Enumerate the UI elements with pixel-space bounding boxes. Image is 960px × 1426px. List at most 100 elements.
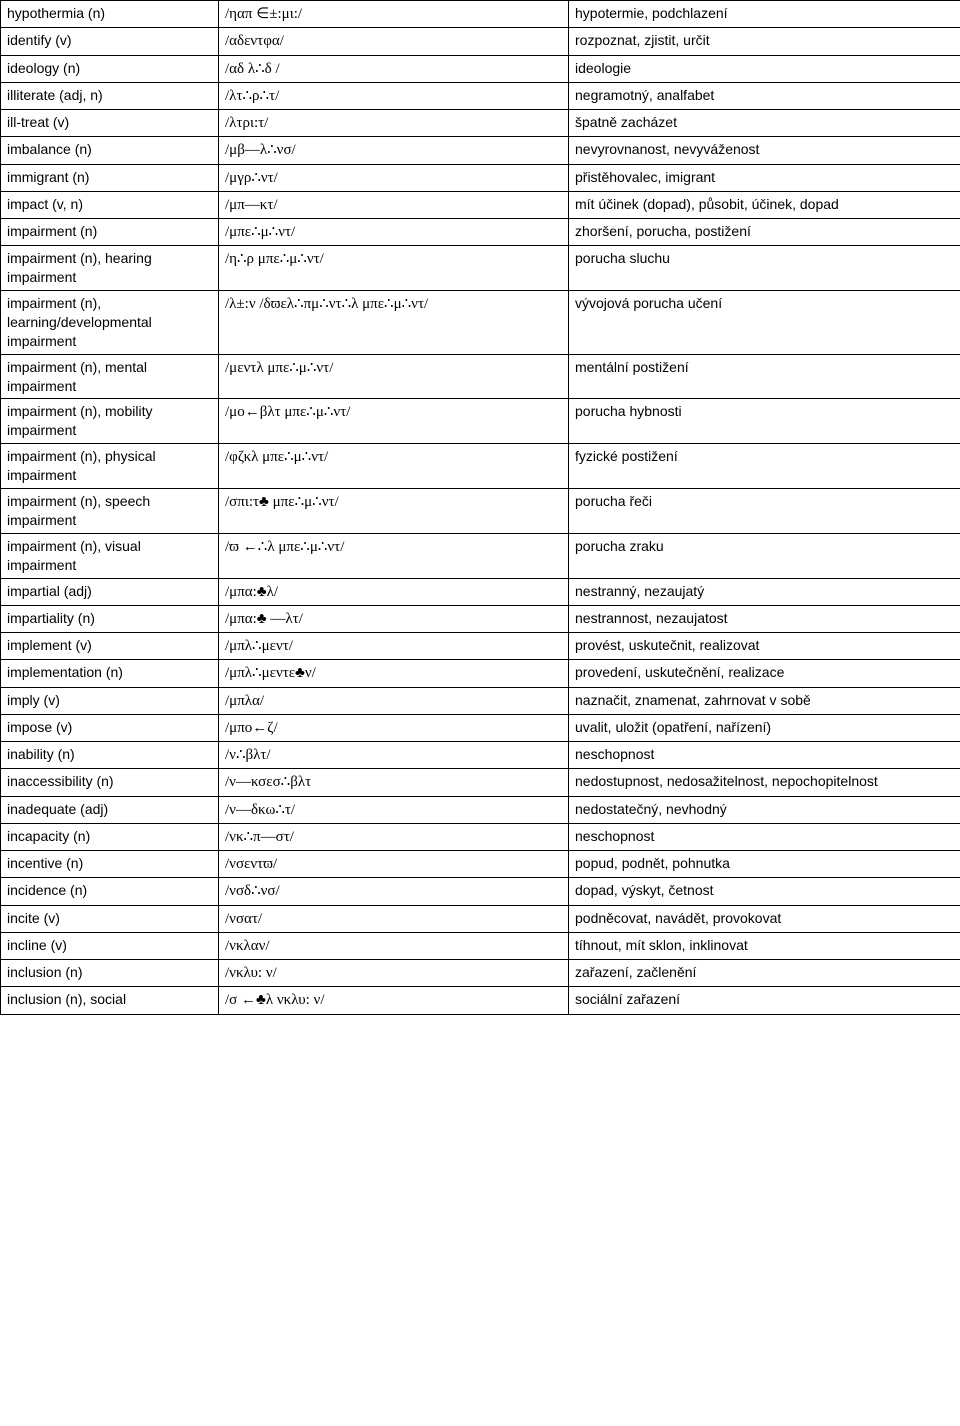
table-row: impairment (n), physical impairment/φζκλ… [1, 444, 960, 489]
translation-cell: dopad, výskyt, četnost [569, 878, 960, 905]
term-cell: impartiality (n) [1, 605, 219, 632]
translation-cell: zařazení, začlenění [569, 960, 960, 987]
translation-cell: provést, uskutečnit, realizovat [569, 633, 960, 660]
table-row: impairment (n), learning/developmental i… [1, 291, 960, 355]
table-row: ideology (n)/αδ λ∴δ /ideologie [1, 55, 960, 82]
term-cell: hypothermia (n) [1, 1, 219, 28]
ipa-cell: /ν∴βλτ/ [219, 742, 569, 769]
ipa-cell: /μο←βλτ μπε∴μ∴ντ/ [219, 399, 569, 444]
translation-cell: nevyrovnanost, nevyváženost [569, 137, 960, 164]
table-row: incline (v)/νκλαν/tíhnout, mít sklon, in… [1, 932, 960, 959]
ipa-cell: /μπα:♣ —λτ/ [219, 605, 569, 632]
translation-cell: zhoršení, porucha, postižení [569, 219, 960, 246]
translation-cell: špatně zacházet [569, 110, 960, 137]
table-row: impartial (adj)/μπα:♣λ/nestranný, nezauj… [1, 578, 960, 605]
table-row: ill-treat (v)/λτρι:τ/špatně zacházet [1, 110, 960, 137]
ipa-cell: /λτ∴ρ∴τ/ [219, 82, 569, 109]
term-cell: inclusion (n) [1, 960, 219, 987]
term-cell: incite (v) [1, 905, 219, 932]
ipa-cell: /φζκλ μπε∴μ∴ντ/ [219, 444, 569, 489]
term-cell: incline (v) [1, 932, 219, 959]
ipa-cell: /νσατ/ [219, 905, 569, 932]
translation-cell: provedení, uskutečnění, realizace [569, 660, 960, 687]
term-cell: impairment (n) [1, 219, 219, 246]
translation-cell: nedostupnost, nedosažitelnost, nepochopi… [569, 769, 960, 796]
translation-cell: naznačit, znamenat, zahrnovat v sobě [569, 687, 960, 714]
translation-cell: přistěhovalec, imigrant [569, 164, 960, 191]
translation-cell: sociální zařazení [569, 987, 960, 1014]
term-cell: inclusion (n), social [1, 987, 219, 1014]
ipa-cell: /ηαπ ∈±:μι:/ [219, 1, 569, 28]
term-cell: implement (v) [1, 633, 219, 660]
translation-cell: neschopnost [569, 823, 960, 850]
table-row: incapacity (n)/νκ∴π—στ/neschopnost [1, 823, 960, 850]
ipa-cell: /σ ←♣λ νκλυ: ν/ [219, 987, 569, 1014]
table-row: incite (v)/νσατ/podněcovat, navádět, pro… [1, 905, 960, 932]
ipa-cell: /αδεντφα/ [219, 28, 569, 55]
translation-cell: neschopnost [569, 742, 960, 769]
ipa-cell: /ν—δκω∴τ/ [219, 796, 569, 823]
translation-cell: negramotný, analfabet [569, 82, 960, 109]
ipa-cell: /λτρι:τ/ [219, 110, 569, 137]
table-row: impairment (n)/μπε∴μ∴ντ/zhoršení, poruch… [1, 219, 960, 246]
term-cell: ill-treat (v) [1, 110, 219, 137]
table-row: impairment (n), speech impairment/σπι:τ♣… [1, 489, 960, 534]
ipa-cell: /νκλαν/ [219, 932, 569, 959]
term-cell: inaccessibility (n) [1, 769, 219, 796]
term-cell: impairment (n), visual impairment [1, 533, 219, 578]
ipa-cell: /νκλυ: ν/ [219, 960, 569, 987]
term-cell: impose (v) [1, 714, 219, 741]
translation-cell: mentální postižení [569, 354, 960, 399]
ipa-cell: /μεντλ μπε∴μ∴ντ/ [219, 354, 569, 399]
ipa-cell: /μπε∴μ∴ντ/ [219, 219, 569, 246]
ipa-cell: /μπα:♣λ/ [219, 578, 569, 605]
table-row: impact (v, n)/μπ—κτ/mít účinek (dopad), … [1, 191, 960, 218]
term-cell: illiterate (adj, n) [1, 82, 219, 109]
translation-cell: porucha hybnosti [569, 399, 960, 444]
table-row: implement (v)/μπλ∴μεντ/provést, uskutečn… [1, 633, 960, 660]
term-cell: inadequate (adj) [1, 796, 219, 823]
translation-cell: nestrannost, nezaujatost [569, 605, 960, 632]
ipa-cell: /ν—κσεσ∴βλτ [219, 769, 569, 796]
term-cell: implementation (n) [1, 660, 219, 687]
term-cell: impartial (adj) [1, 578, 219, 605]
translation-cell: hypotermie, podchlazení [569, 1, 960, 28]
ipa-cell: /μπ—κτ/ [219, 191, 569, 218]
term-cell: incentive (n) [1, 851, 219, 878]
translation-cell: mít účinek (dopad), působit, účinek, dop… [569, 191, 960, 218]
translation-cell: nestranný, nezaujatý [569, 578, 960, 605]
translation-cell: ideologie [569, 55, 960, 82]
ipa-cell: /ϖ ←∴λ μπε∴μ∴ντ/ [219, 533, 569, 578]
translation-cell: porucha řeči [569, 489, 960, 534]
ipa-cell: /αδ λ∴δ / [219, 55, 569, 82]
term-cell: inability (n) [1, 742, 219, 769]
term-cell: impairment (n), mobility impairment [1, 399, 219, 444]
table-row: inclusion (n), social/σ ←♣λ νκλυ: ν/soci… [1, 987, 960, 1014]
term-cell: ideology (n) [1, 55, 219, 82]
ipa-cell: /μπο←ζ/ [219, 714, 569, 741]
ipa-cell: /λ±:ν /δϖελ∴πμ∴ντ∴λ μπε∴μ∴ντ/ [219, 291, 569, 355]
table-row: inclusion (n)/νκλυ: ν/zařazení, začleněn… [1, 960, 960, 987]
translation-cell: rozpoznat, zjistit, určit [569, 28, 960, 55]
table-row: implementation (n)/μπλ∴μεντε♣ν/provedení… [1, 660, 960, 687]
table-row: immigrant (n)/μγρ∴ντ/přistěhovalec, imig… [1, 164, 960, 191]
table-row: incentive (n)/νσεντϖ/popud, podnět, pohn… [1, 851, 960, 878]
table-row: identify (v)/αδεντφα/rozpoznat, zjistit,… [1, 28, 960, 55]
term-cell: impairment (n), speech impairment [1, 489, 219, 534]
term-cell: impairment (n), hearing impairment [1, 246, 219, 291]
ipa-cell: /νσδ∴νσ/ [219, 878, 569, 905]
translation-cell: podněcovat, navádět, provokovat [569, 905, 960, 932]
term-cell: incapacity (n) [1, 823, 219, 850]
term-cell: impairment (n), mental impairment [1, 354, 219, 399]
translation-cell: popud, podnět, pohnutka [569, 851, 960, 878]
table-row: incidence (n)/νσδ∴νσ/dopad, výskyt, četn… [1, 878, 960, 905]
term-cell: incidence (n) [1, 878, 219, 905]
term-cell: imbalance (n) [1, 137, 219, 164]
term-cell: impact (v, n) [1, 191, 219, 218]
table-row: imply (v)/μπλα/naznačit, znamenat, zahrn… [1, 687, 960, 714]
table-row: inaccessibility (n)/ν—κσεσ∴βλτnedostupno… [1, 769, 960, 796]
table-row: impairment (n), mental impairment/μεντλ … [1, 354, 960, 399]
term-cell: immigrant (n) [1, 164, 219, 191]
translation-cell: porucha sluchu [569, 246, 960, 291]
table-row: inability (n)/ν∴βλτ/neschopnost [1, 742, 960, 769]
